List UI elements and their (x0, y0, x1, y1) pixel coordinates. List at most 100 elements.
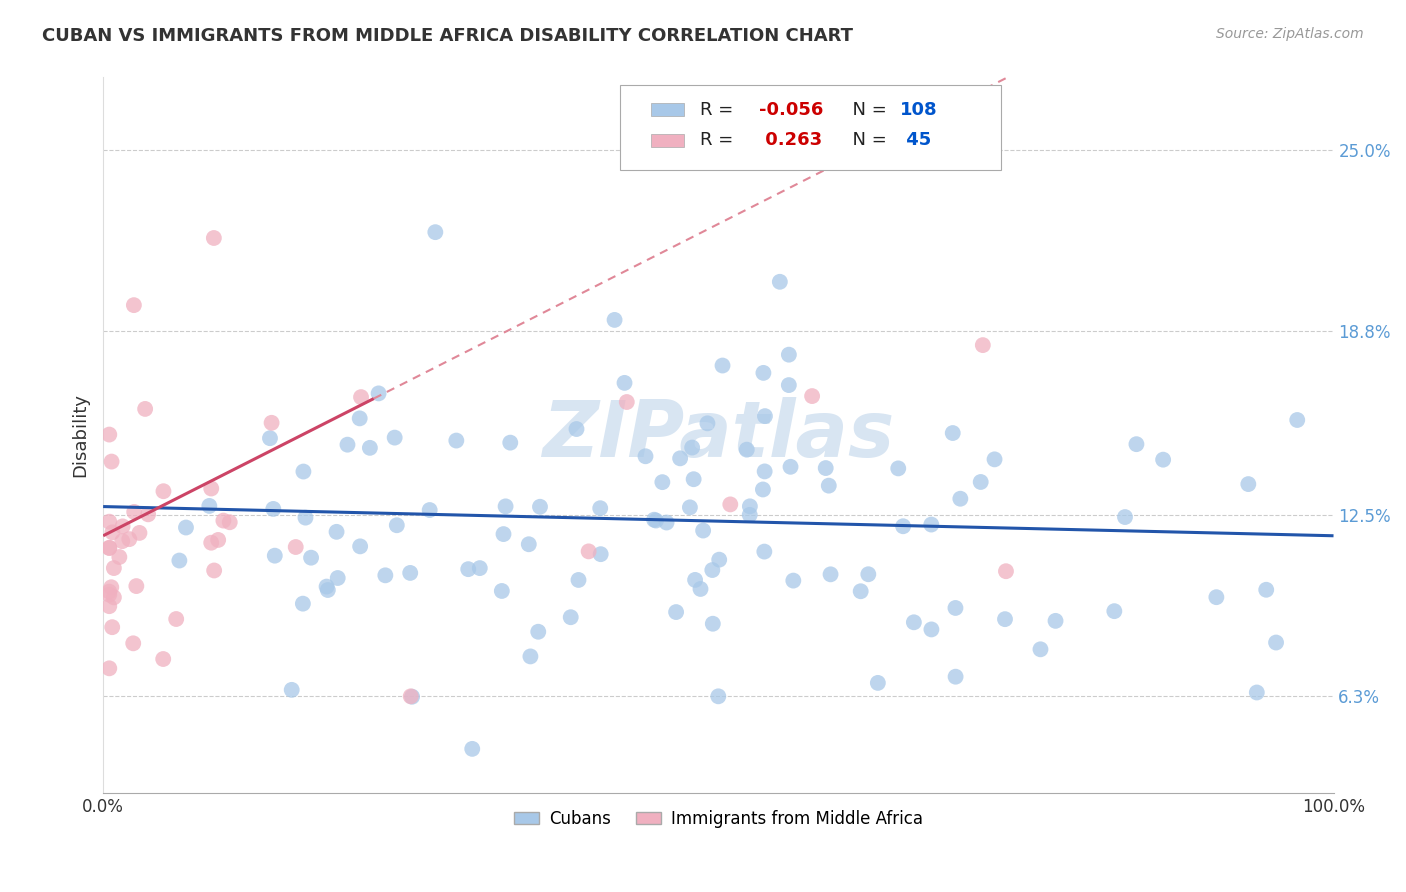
Point (284, 540, 307, 554)
Point (491, 584, 513, 599)
Point (942, 425, 965, 440)
Text: Source: ZipAtlas.com: Source: ZipAtlas.com (1216, 27, 1364, 41)
Point (260, 416, 283, 430)
Point (384, 431, 406, 445)
Point (769, 275, 792, 289)
Point (696, 417, 718, 431)
Point (1246, 685, 1268, 699)
Point (122, 636, 145, 650)
Point (738, 500, 761, 514)
Point (492, 527, 515, 541)
Text: 108: 108 (900, 101, 938, 119)
Point (218, 515, 240, 529)
Point (519, 649, 541, 664)
Point (891, 519, 914, 533)
Point (98, 427, 121, 442)
Point (752, 366, 775, 380)
Point (866, 676, 889, 690)
Point (945, 601, 967, 615)
Point (125, 579, 148, 593)
Point (326, 571, 349, 585)
Point (1265, 635, 1288, 649)
Point (589, 547, 612, 561)
Point (858, 567, 880, 582)
Point (461, 742, 484, 756)
Point (683, 573, 706, 587)
Point (1256, 582, 1278, 597)
Point (128, 525, 150, 540)
Point (103, 591, 125, 605)
Point (578, 544, 600, 558)
Point (820, 567, 842, 582)
Text: N =: N = (841, 131, 893, 149)
Point (101, 525, 124, 540)
Point (174, 520, 197, 534)
Point (136, 508, 159, 522)
Point (349, 540, 371, 554)
Point (778, 378, 800, 392)
Text: R =: R = (700, 101, 740, 119)
Point (920, 623, 942, 637)
Point (202, 564, 225, 578)
Point (983, 452, 1005, 467)
Point (681, 441, 703, 455)
Point (425, 225, 447, 239)
Point (98, 588, 121, 602)
Point (707, 690, 730, 704)
Point (165, 612, 187, 626)
Text: N =: N = (841, 101, 893, 119)
Y-axis label: Disability: Disability (72, 393, 89, 477)
Point (259, 431, 281, 445)
Point (679, 500, 702, 515)
Point (1125, 437, 1147, 451)
Bar (651, 103, 683, 116)
Point (385, 518, 408, 533)
Point (1114, 510, 1136, 524)
Point (779, 459, 801, 474)
Text: -0.056: -0.056 (759, 101, 824, 119)
Point (565, 422, 588, 436)
Point (336, 438, 359, 452)
Point (263, 549, 285, 563)
Point (718, 497, 741, 511)
Point (1045, 614, 1067, 628)
Text: R =: R = (700, 131, 740, 149)
Point (709, 552, 731, 566)
Point (280, 682, 302, 697)
Point (669, 451, 692, 466)
Point (1152, 452, 1174, 467)
Point (399, 566, 422, 580)
Point (108, 549, 131, 564)
Point (349, 411, 371, 425)
Legend: Cubans, Immigrants from Middle Africa: Cubans, Immigrants from Middle Africa (508, 803, 929, 834)
Point (567, 573, 589, 587)
Point (98, 541, 121, 555)
Point (202, 231, 225, 245)
Point (651, 475, 673, 490)
Point (169, 553, 191, 567)
Point (735, 442, 758, 457)
Point (616, 395, 638, 409)
Point (529, 500, 551, 514)
Point (517, 537, 540, 551)
Point (754, 464, 776, 478)
Point (711, 359, 734, 373)
Point (972, 338, 994, 352)
Point (495, 500, 517, 514)
Point (457, 562, 479, 576)
Point (643, 513, 665, 527)
Point (98, 584, 121, 599)
Point (207, 533, 229, 547)
Point (152, 484, 174, 499)
Point (994, 564, 1017, 578)
Point (665, 605, 688, 619)
Point (200, 482, 222, 496)
Point (499, 435, 522, 450)
Point (315, 580, 337, 594)
Point (994, 612, 1017, 626)
Point (100, 580, 122, 594)
Point (1029, 642, 1052, 657)
Point (399, 690, 422, 704)
Point (350, 390, 373, 404)
Point (374, 568, 396, 582)
